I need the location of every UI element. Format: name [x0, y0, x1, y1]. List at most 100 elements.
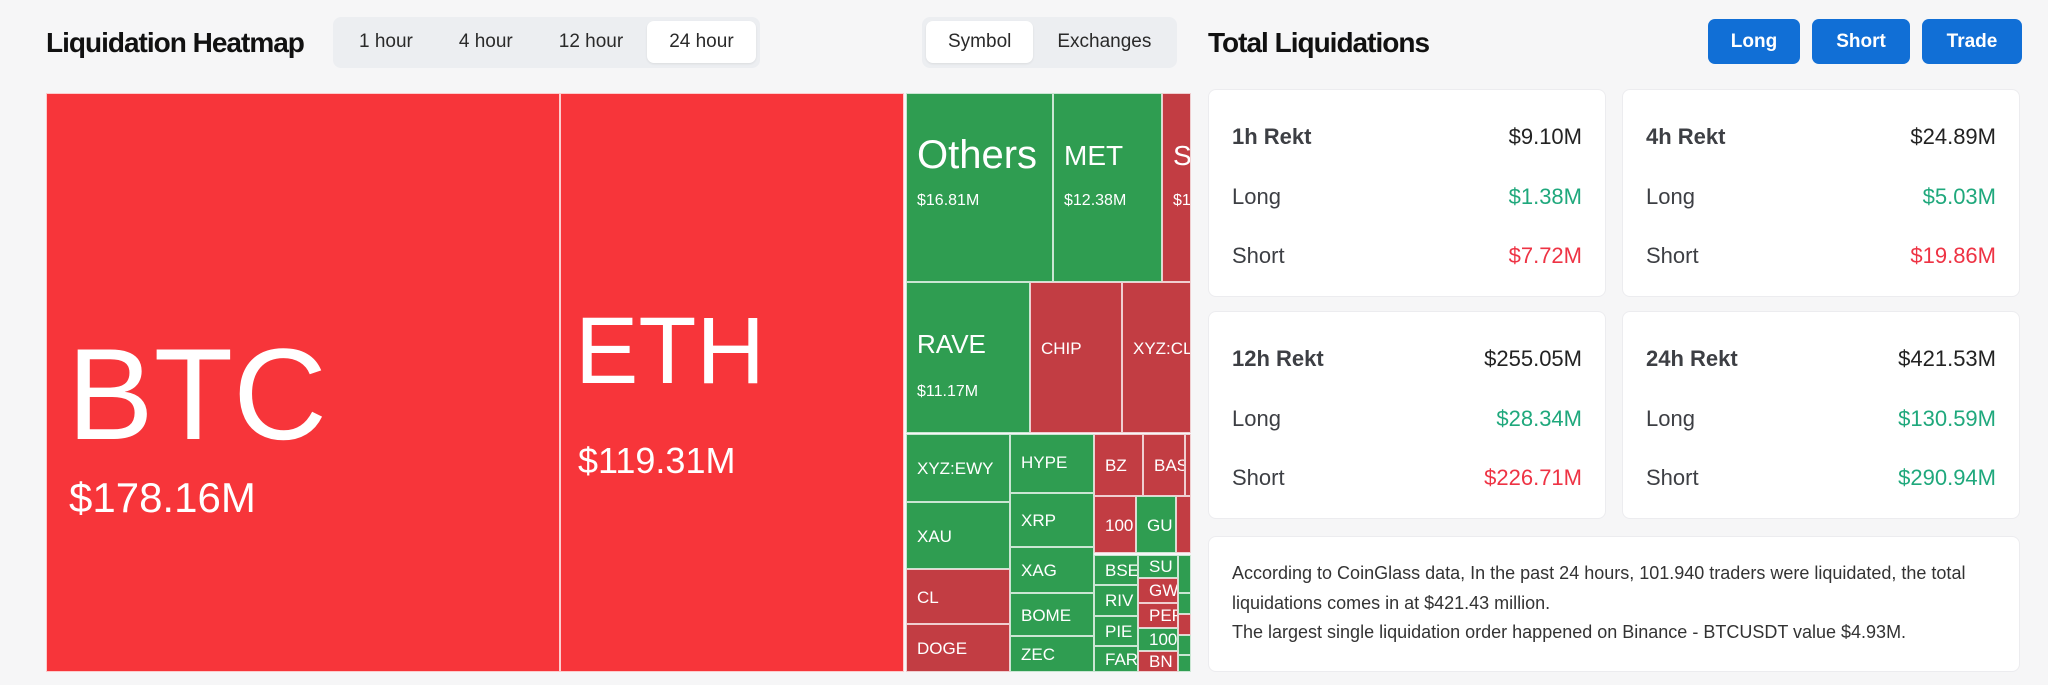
cell-symbol: CHIP: [1041, 338, 1082, 358]
heatmap-cell-hype[interactable]: HYPE: [1010, 434, 1094, 493]
long-label: Long: [1646, 184, 1695, 209]
largest-order-text: The largest single liquidation order hap…: [1232, 622, 1907, 642]
heatmap-cell-per[interactable]: PER: [1138, 603, 1178, 628]
heatmap-cell-others[interactable]: Others $16.81M: [906, 93, 1053, 282]
heatmap-cell-bas[interactable]: BAS: [1143, 434, 1185, 496]
tab-24-hour[interactable]: 24 hour: [647, 21, 756, 63]
total-value: $255.05M: [1484, 346, 1582, 371]
heatmap-cell-xyz-ewy[interactable]: XYZ:EWY: [906, 434, 1010, 502]
cell-symbol: MET: [1064, 140, 1124, 172]
total-row: 4h Rekt $24.89M: [1646, 124, 1996, 150]
long-value: $28.34M: [1496, 406, 1582, 431]
heatmap-cell-unlabeled[interactable]: [1176, 496, 1191, 553]
heatmap-cell-bz[interactable]: BZ: [1094, 434, 1143, 496]
heatmap-cell-bome[interactable]: BOME: [1010, 593, 1094, 636]
heatmap-cell-rave[interactable]: RAVE $11.17M: [906, 282, 1030, 433]
cell-symbol: RAVE: [917, 329, 986, 360]
short-row: Short $290.94M: [1646, 465, 1996, 491]
period-label: 12h Rekt: [1232, 346, 1324, 371]
long-label: Long: [1232, 406, 1281, 431]
cell-value: $178.16M: [69, 473, 256, 521]
heatmap-cell-doge[interactable]: DOGE: [906, 624, 1010, 672]
short-value: $290.94M: [1898, 465, 1996, 490]
cell-symbol: XRP: [1021, 510, 1056, 530]
heatmap-cell-unlabeled[interactable]: [1178, 614, 1191, 635]
heatmap-cell-xyz-cl[interactable]: XYZ:CL: [1122, 282, 1191, 433]
short-row: Short $7.72M: [1232, 243, 1582, 269]
long-value: $130.59M: [1898, 406, 1996, 431]
period-label: 1h Rekt: [1232, 124, 1312, 149]
short-row: Short $19.86M: [1646, 243, 1996, 269]
total-value: $421.53M: [1898, 346, 1996, 371]
cell-symbol: BOME: [1021, 605, 1072, 625]
heatmap-cell-pie[interactable]: PIE: [1094, 616, 1138, 646]
heatmap-cell-zec[interactable]: ZEC: [1010, 636, 1094, 672]
cell-symbol: BZ: [1105, 455, 1127, 475]
cell-symbol: XYZ:CL: [1133, 338, 1191, 358]
short-button[interactable]: Short: [1812, 19, 1910, 64]
heatmap-cell-chip[interactable]: CHIP: [1030, 282, 1122, 433]
cell-symbol: XAU: [917, 526, 952, 546]
cell-symbol: BAS: [1154, 455, 1185, 475]
cell-symbol: BN: [1149, 651, 1173, 671]
heatmap-cell-xrp[interactable]: XRP: [1010, 493, 1094, 547]
heatmap-cell-eth[interactable]: ETH $119.31M: [560, 93, 904, 672]
trade-button[interactable]: Trade: [1922, 19, 2022, 64]
rekt-card-24h: 24h Rekt $421.53M Long $130.59M Short $290.…: [1622, 311, 2020, 519]
heatmap-cell-riv[interactable]: RIV: [1094, 585, 1138, 616]
short-label: Short: [1232, 465, 1285, 490]
heatmap-cell-100[interactable]: 100: [1138, 628, 1178, 651]
cell-symbol: CL: [917, 587, 939, 607]
cell-symbol: ZEC: [1021, 644, 1055, 664]
heatmap-cell-gw[interactable]: GW: [1138, 578, 1178, 603]
heatmap-cell-unlabeled[interactable]: [1178, 635, 1191, 655]
heatmap-cell-gu[interactable]: GU: [1136, 496, 1176, 553]
heatmap-cell-unlabeled[interactable]: [1178, 655, 1191, 672]
cell-value: $11.17M: [917, 383, 979, 401]
long-value: $5.03M: [1922, 184, 1996, 209]
cell-symbol: PIE: [1105, 621, 1133, 641]
heatmap-cell-unlabeled[interactable]: [1178, 593, 1191, 614]
heatmap-cell-su[interactable]: SU: [1138, 555, 1178, 578]
rekt-card-12h: 12h Rekt $255.05M Long $28.34M Short $226.7…: [1208, 311, 1606, 519]
short-label: Short: [1646, 243, 1699, 268]
tab-1-hour[interactable]: 1 hour: [359, 31, 413, 52]
period-label: 24h Rekt: [1646, 346, 1738, 371]
heatmap-cell-xau[interactable]: XAU: [906, 502, 1010, 569]
heatmap-cell-100[interactable]: 100: [1094, 496, 1136, 553]
heatmap-cell-s[interactable]: S $1: [1162, 93, 1191, 282]
cell-symbol: DOGE: [917, 638, 968, 658]
heatmap-cell-bse[interactable]: BSE: [1094, 555, 1138, 585]
tab-exchanges[interactable]: Exchanges: [1057, 31, 1152, 52]
long-value: $1.38M: [1508, 184, 1582, 209]
heatmap-cell-bn[interactable]: BN: [1138, 651, 1178, 672]
tab-4-hour[interactable]: 4 hour: [458, 31, 513, 52]
cell-value: $12.38M: [1064, 192, 1127, 210]
short-value: $19.86M: [1910, 243, 1996, 268]
long-button[interactable]: Long: [1708, 19, 1800, 64]
cell-symbol: RIV: [1105, 590, 1134, 610]
cell-symbol: XYZ:EWY: [917, 458, 994, 478]
cell-symbol: SU: [1149, 556, 1173, 576]
heatmap-cell-btc[interactable]: BTC $178.16M: [46, 93, 560, 672]
heatmap-cell-met[interactable]: MET $12.38M: [1053, 93, 1162, 282]
heatmap-title: Liquidation Heatmap: [46, 27, 305, 58]
heatmap-cell-far[interactable]: FAR: [1094, 646, 1138, 672]
heatmap-cell-xag[interactable]: XAG: [1010, 547, 1094, 593]
liquidation-summary-card: According to CoinGlass data, In the past…: [1208, 536, 2020, 672]
long-row: Long $1.38M: [1232, 184, 1582, 210]
total-row: 1h Rekt $9.10M: [1232, 124, 1582, 150]
short-value: $7.72M: [1508, 243, 1582, 268]
heatmap-cell-unlabeled[interactable]: [1178, 555, 1191, 593]
cell-value: $1: [1173, 192, 1191, 210]
cell-value: $119.31M: [578, 440, 736, 482]
cell-symbol: PER: [1149, 605, 1177, 625]
total-value: $9.10M: [1508, 124, 1582, 149]
heatmap-cell-unlabeled[interactable]: [1185, 434, 1191, 496]
rekt-card-1h: 1h Rekt $9.10M Long $1.38M Short $7.72M: [1208, 89, 1606, 297]
heatmap-cell-cl[interactable]: CL: [906, 569, 1010, 624]
cell-symbol: GW: [1149, 580, 1178, 600]
tab-symbol[interactable]: Symbol: [926, 21, 1034, 63]
tab-12-hour[interactable]: 12 hour: [558, 31, 624, 52]
cell-symbol: S: [1173, 140, 1191, 172]
